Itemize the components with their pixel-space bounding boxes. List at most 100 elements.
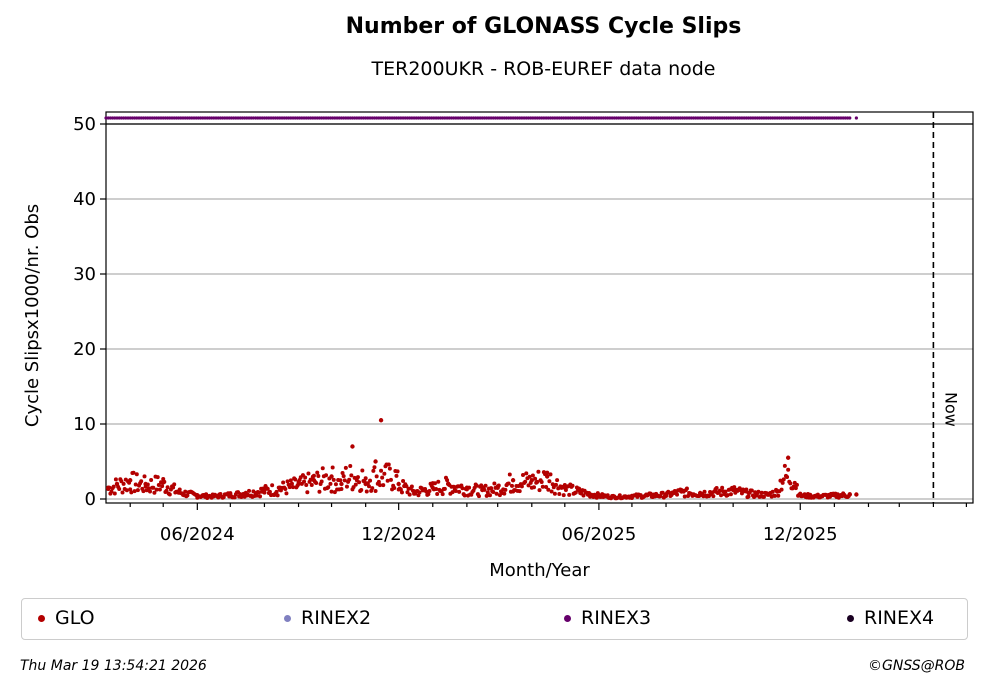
rinex3-point bbox=[359, 116, 363, 120]
glo-point bbox=[155, 475, 160, 480]
rinex3-point bbox=[111, 116, 115, 120]
rinex3-point bbox=[168, 116, 172, 120]
rinex3-point bbox=[225, 116, 229, 120]
rinex3-point bbox=[196, 116, 201, 120]
y-tick-label: 30 bbox=[73, 264, 96, 285]
glo-point bbox=[561, 493, 566, 498]
glo-point bbox=[464, 485, 470, 490]
rinex3-point bbox=[159, 116, 163, 120]
rinex3-point bbox=[636, 116, 641, 120]
glo-point bbox=[124, 488, 129, 493]
glo-point bbox=[309, 482, 314, 487]
glo-point bbox=[339, 487, 344, 492]
glo-point bbox=[523, 479, 528, 484]
glo-point bbox=[386, 462, 391, 467]
glo-point bbox=[306, 471, 311, 476]
glo-point bbox=[293, 477, 298, 482]
glo-point bbox=[546, 487, 551, 492]
rinex3-point bbox=[515, 116, 520, 120]
glo-point bbox=[785, 455, 791, 460]
rinex3-point bbox=[240, 116, 245, 120]
rinex3-point bbox=[518, 116, 522, 120]
rinex3-point bbox=[487, 116, 491, 120]
rinex3-point bbox=[454, 116, 458, 120]
rinex3-point bbox=[665, 116, 669, 120]
glo-point bbox=[491, 490, 496, 495]
rinex3-point bbox=[269, 116, 273, 120]
rinex3-point bbox=[438, 116, 443, 120]
rinex3-point bbox=[650, 116, 654, 120]
rinex3-point bbox=[467, 116, 471, 120]
rinex3-point bbox=[753, 116, 757, 120]
rinex3-point bbox=[509, 116, 513, 120]
glo-point bbox=[658, 494, 663, 499]
glo-point bbox=[210, 493, 215, 499]
rinex3-point bbox=[463, 116, 467, 120]
rinex3-point bbox=[265, 116, 269, 120]
glo-point bbox=[117, 486, 122, 491]
glo-point bbox=[495, 485, 500, 490]
glo-point bbox=[533, 476, 538, 481]
rinex3-point bbox=[654, 116, 658, 120]
rinex3-point bbox=[647, 116, 652, 120]
rinex3-point bbox=[762, 116, 766, 120]
rinex3-point bbox=[749, 116, 753, 120]
glo-point bbox=[432, 481, 437, 486]
rinex3-point bbox=[166, 116, 170, 120]
credit: ©GNSS@ROB bbox=[868, 658, 965, 674]
glo-point bbox=[347, 477, 352, 482]
glo-point bbox=[368, 478, 373, 483]
glo-point bbox=[317, 489, 322, 494]
rinex3-point bbox=[183, 116, 187, 120]
rinex3-point bbox=[652, 116, 656, 120]
rinex3-point bbox=[146, 116, 150, 120]
glo-point bbox=[129, 490, 134, 495]
rinex3-point bbox=[383, 116, 388, 120]
rinex3-point bbox=[586, 116, 590, 120]
rinex3-point bbox=[713, 116, 718, 120]
glo-point bbox=[411, 489, 417, 494]
glo-point bbox=[717, 488, 722, 493]
rinex3-point bbox=[207, 116, 212, 120]
rinex3-point bbox=[711, 116, 715, 120]
rinex3-point bbox=[430, 116, 434, 120]
glo-point bbox=[381, 483, 386, 488]
rinex3-point bbox=[595, 116, 599, 120]
rinex3-point bbox=[504, 116, 509, 120]
glo-point bbox=[344, 484, 349, 489]
glo-point bbox=[430, 485, 435, 490]
glo-point bbox=[489, 486, 494, 491]
rinex3-point bbox=[326, 116, 330, 120]
glo-point bbox=[372, 465, 377, 470]
glo-point bbox=[146, 486, 151, 491]
rinex3-point bbox=[843, 116, 847, 120]
glo-point bbox=[366, 484, 371, 489]
rinex3-point bbox=[478, 116, 482, 120]
rinex3-point bbox=[236, 116, 240, 120]
rinex3-point bbox=[179, 116, 183, 120]
rinex3-point bbox=[399, 116, 403, 120]
rinex3-point bbox=[639, 116, 643, 120]
glo-point bbox=[277, 485, 283, 490]
rinex3-point bbox=[372, 116, 377, 120]
rinex3-point bbox=[344, 116, 348, 120]
rinex3-point bbox=[623, 116, 627, 120]
rinex3-point bbox=[194, 116, 198, 120]
rinex3-point bbox=[507, 116, 511, 120]
rinex3-point bbox=[188, 116, 192, 120]
glo-point bbox=[786, 467, 791, 472]
rinex3-point bbox=[315, 116, 319, 120]
rinex3-point bbox=[328, 116, 333, 120]
glo-point bbox=[770, 489, 775, 494]
glo-point bbox=[596, 493, 602, 498]
glo-point bbox=[360, 468, 365, 473]
rinex3-point bbox=[408, 116, 412, 120]
glo-point bbox=[172, 482, 177, 487]
glo-point bbox=[744, 487, 749, 492]
glo-point bbox=[728, 492, 733, 497]
rinex3-point bbox=[531, 116, 535, 120]
glo-point bbox=[148, 489, 153, 494]
glo-point bbox=[287, 485, 292, 490]
rinex3-point bbox=[744, 116, 748, 120]
glo-point bbox=[302, 479, 307, 484]
